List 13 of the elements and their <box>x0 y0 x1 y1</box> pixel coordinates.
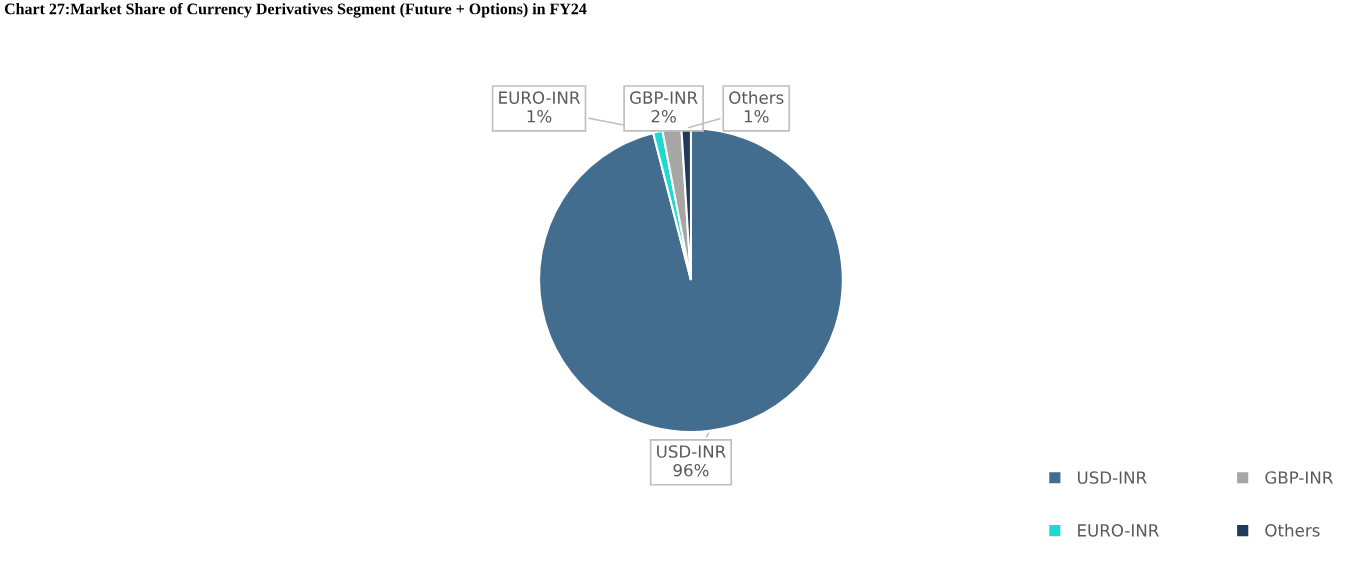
data-label: 2% <box>651 109 676 123</box>
text: Chart 27:Market Share of Currency Derivatives Segment (Future + Options) in FY24 <box>4 2 587 18</box>
slice-label: USD-INR <box>657 445 726 458</box>
legend-label: USD-INR <box>1077 471 1147 484</box>
legend-label: EURO-INR <box>1078 524 1159 537</box>
data-label: 1% <box>527 109 552 123</box>
data-label: 96% <box>673 463 709 477</box>
slice-label: GBP-INR <box>630 91 698 104</box>
slice-label: Others <box>729 91 784 104</box>
legend-label: GBP-INR <box>1265 471 1333 484</box>
data-label: 1% <box>744 109 769 123</box>
slice-label: EURO-INR <box>499 91 580 104</box>
legend-label: Others <box>1265 523 1320 537</box>
